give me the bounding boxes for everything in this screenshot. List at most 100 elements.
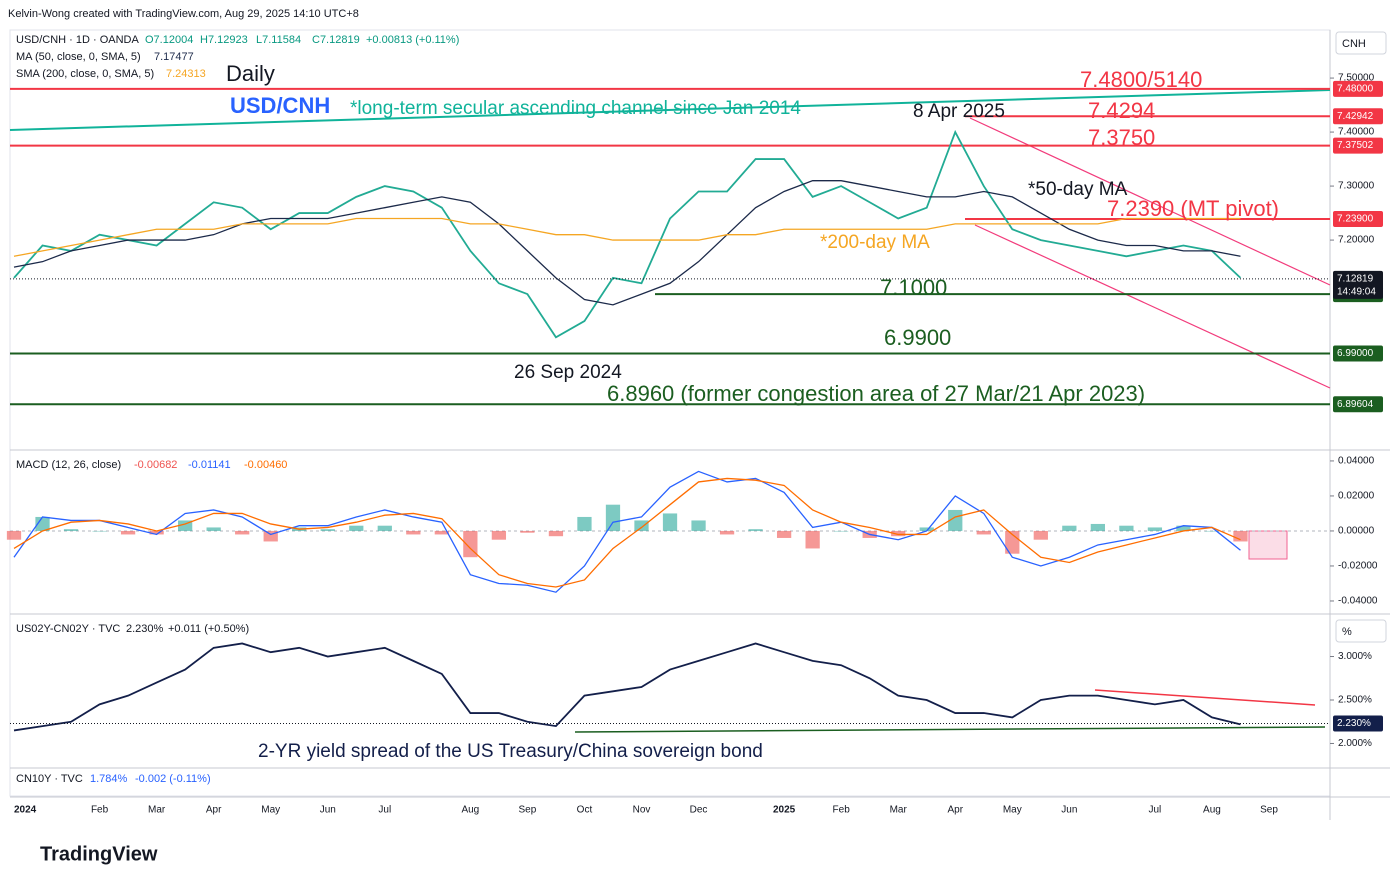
x-tick-label: Dec	[690, 805, 708, 816]
y-tick-label: 0.04000	[1338, 456, 1375, 467]
legend: SMA (200, close, 0, SMA, 5)	[16, 68, 154, 80]
histogram-bar	[1176, 525, 1191, 531]
histogram-bar	[63, 529, 79, 531]
y-tick-label: 7.50000	[1338, 73, 1375, 84]
x-tick-label: Apr	[206, 805, 222, 816]
histogram-bar	[662, 513, 678, 531]
currency-button[interactable]	[1335, 31, 1387, 55]
x-tick-label: Feb	[833, 805, 851, 816]
histogram-bar	[634, 520, 649, 531]
histogram-bar	[6, 530, 22, 540]
histogram-bar	[919, 527, 934, 531]
annotation: *200-day MA	[820, 232, 930, 253]
countdown: 14:49:04	[1337, 287, 1376, 298]
legend: 7.24313	[166, 68, 206, 80]
annotation: 26 Sep 2024	[514, 362, 622, 383]
price-badge	[1333, 715, 1383, 732]
histogram-bar	[834, 530, 849, 532]
x-tick-label: May	[261, 805, 280, 816]
legend: L7.11584	[256, 34, 301, 46]
line-series	[13, 477, 1241, 588]
histogram-bar	[235, 530, 250, 535]
annotation: 6.8960 (former congestion area of 27 Mar…	[607, 381, 1145, 406]
histogram-bar	[976, 530, 991, 535]
x-tick-label: Jul	[378, 805, 391, 816]
price-badge	[1333, 80, 1383, 97]
x-tick-label: Mar	[890, 805, 908, 816]
histogram-bar	[1147, 527, 1163, 531]
legend: 1.784%	[90, 773, 128, 785]
channel-line	[9, 89, 1331, 131]
x-tick-label: 2024	[14, 805, 37, 816]
histogram-bar	[120, 530, 136, 535]
price-badge-label: 2.230%	[1337, 718, 1371, 729]
percent[interactable]: %	[1342, 626, 1352, 638]
legend: US02Y-CN02Y · TVC	[16, 623, 120, 635]
x-tick-label: Aug	[461, 805, 479, 816]
x-tick-label: Apr	[947, 805, 963, 816]
y-tick-label: 7.20000	[1338, 235, 1375, 246]
y-tick-label: 0.02000	[1338, 491, 1375, 502]
resistance-line	[1094, 689, 1316, 706]
histogram-bar	[377, 525, 392, 531]
annotation: USD/CNH	[230, 93, 330, 118]
histogram-bar	[1233, 530, 1248, 542]
legend: -0.01141	[188, 459, 231, 471]
currency[interactable]: CNH	[1342, 38, 1366, 50]
legend: -0.00682	[134, 459, 177, 471]
support-line	[574, 726, 1326, 733]
x-tick-label: May	[1003, 805, 1022, 816]
histogram-bar	[1090, 523, 1105, 531]
annotation: 7.4800/5140	[1080, 67, 1202, 92]
x-tick-label: Oct	[577, 805, 593, 816]
price-badge	[1333, 396, 1383, 413]
annotation: 7.2390 (MT pivot)	[1107, 196, 1279, 221]
histogram-bar	[691, 520, 706, 531]
annotation: Daily	[226, 61, 275, 86]
line-series	[13, 217, 1241, 257]
histogram-bar	[605, 504, 621, 531]
y-tick-label: 3.000%	[1338, 651, 1372, 662]
legend: 7.17477	[154, 51, 194, 63]
legend: +0.00813 (+0.11%)	[366, 34, 459, 46]
annotation: *50-day MA	[1028, 179, 1128, 200]
histogram-bar	[1062, 525, 1077, 531]
histogram-bar	[349, 525, 364, 531]
brand: TradingView	[40, 843, 158, 865]
price-badge-label: 7.23900	[1337, 214, 1374, 225]
annotation: 7.1000	[880, 275, 947, 300]
x-tick-label: 2025	[773, 805, 796, 816]
histogram-bar	[1204, 530, 1220, 532]
percent-button[interactable]	[1335, 619, 1387, 643]
annotation: 6.9900	[884, 325, 951, 350]
y-tick-label: 2.000%	[1338, 738, 1372, 749]
annotation: 8 Apr 2025	[913, 101, 1005, 122]
legend: USD/CNH · 1D · OANDA	[16, 34, 140, 46]
histogram-bar	[719, 530, 735, 535]
highlight-box	[1248, 530, 1288, 560]
histogram-bar	[948, 509, 963, 531]
legend: +0.011 (+0.50%)	[168, 623, 249, 635]
histogram-bar	[178, 520, 193, 531]
histogram-bar	[263, 530, 278, 542]
x-tick-label: Jul	[1149, 805, 1162, 816]
x-tick-label: Sep	[519, 805, 537, 816]
annotation: 7.3750	[1088, 125, 1155, 150]
x-tick-label: Nov	[633, 805, 651, 816]
x-tick-label: Aug	[1203, 805, 1221, 816]
annotation: 7.4294	[1088, 98, 1155, 123]
annotation: 2-YR yield spread of the US Treasury/Chi…	[258, 741, 763, 762]
histogram-bar	[320, 529, 335, 531]
x-tick-label: Mar	[148, 805, 166, 816]
price-badge-label: 6.89604	[1337, 399, 1374, 410]
price-badge	[1333, 211, 1383, 228]
histogram-bar	[748, 529, 763, 531]
price-badge-label: 7.12819	[1337, 274, 1374, 285]
histogram-bar	[491, 530, 507, 540]
legend: H7.12923	[200, 34, 248, 46]
price-badge	[1333, 270, 1383, 299]
y-tick-label: 0.00000	[1338, 526, 1375, 537]
histogram-bar	[776, 530, 792, 538]
price-badge-label: 7.48000	[1337, 84, 1374, 95]
